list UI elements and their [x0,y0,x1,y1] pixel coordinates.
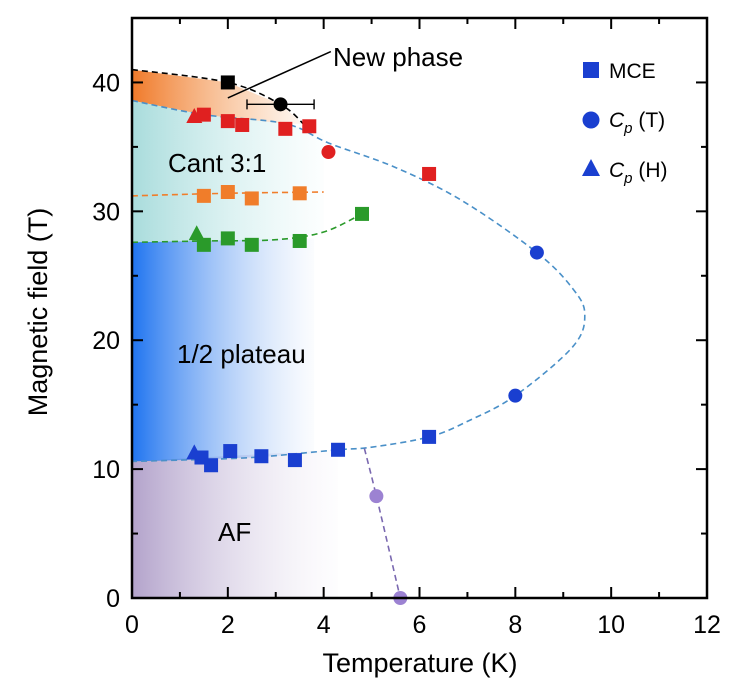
data-point-circle [529,245,544,260]
label-af: AF [218,517,251,547]
data-point-square [220,75,235,90]
data-point-circle [321,145,336,160]
label-cant-3-1: Cant 3:1 [168,148,266,178]
boundary-line-0 [131,68,306,126]
data-point-square [244,191,259,206]
data-markers [186,75,544,605]
legend-marker-triangle [582,159,600,176]
data-point-square [196,188,211,203]
data-point-triangle [188,225,205,241]
x-tick-label: 12 [693,611,721,639]
data-point-square [220,231,235,246]
data-point-circle [508,388,523,403]
data-point-square [204,458,219,473]
y-tick-label: 10 [92,456,120,484]
phase-regions [132,69,339,598]
boundary-line-3 [131,213,363,244]
region-labels: New phase Cant 3:1 1/2 plateau AF [168,42,463,547]
boundary-line-1 [131,99,586,463]
boundary-line-4 [363,448,402,599]
annotations [227,50,332,99]
data-point-square [196,237,211,252]
x-tick-label: 2 [221,611,235,639]
data-point-square [292,233,307,248]
data-point-square [422,429,437,444]
y-tick-label: 30 [92,198,120,226]
x-tick-label: 6 [413,611,427,639]
y-axis-title: Magnetic field (T) [23,208,53,417]
data-point-square [244,237,259,252]
data-point-square [331,442,346,457]
data-point-square [196,107,211,122]
data-point-square [355,206,369,221]
data-point-square [302,119,317,134]
label-half-plateau: 1/2 plateau [177,339,306,369]
data-point-square [235,117,250,132]
region-half-plateau [132,238,315,462]
x-axis-title: Temperature (K) [322,648,517,678]
y-tick-label: 20 [92,327,120,355]
legend-label-cp-t: Cp (T) [609,109,665,137]
data-point-square [422,166,437,181]
data-point-circle [369,489,384,504]
new-phase-pointer-line [227,50,332,99]
x-tick-label: 4 [317,611,331,639]
region-cant-3-1 [132,100,324,243]
data-point-triangle [186,444,203,460]
data-point-square [287,453,302,468]
y-tick-label: 0 [106,585,120,613]
legend-marker-circle [582,111,600,129]
x-tick-label: 0 [125,611,139,639]
region-new-phase [132,69,305,125]
x-tick-label: 10 [597,611,625,639]
region-af [132,449,339,598]
label-new-phase: New phase [333,42,463,72]
legend-marker-square [583,62,599,78]
data-point-square [220,114,235,129]
axis-ticks: 0 2 4 6 8 10 12 0 10 20 30 40 [92,17,721,639]
legend-label-cp-h: Cp (H) [609,159,668,187]
legend-label-mce: MCE [609,60,656,83]
data-point-square [254,449,269,464]
axes-frame: 0 2 4 6 8 10 12 0 10 20 30 40 [92,16,721,639]
data-point-square [223,444,238,459]
y-tick-label: 40 [92,69,120,97]
data-point-square [278,121,293,136]
data-point-square [220,185,235,199]
legend: MCE Cp (T) Cp (H) [582,60,668,187]
data-point-triangle [186,107,203,123]
data-point-square [292,186,307,201]
x-tick-label: 8 [508,611,522,639]
data-point-circle [273,97,288,112]
